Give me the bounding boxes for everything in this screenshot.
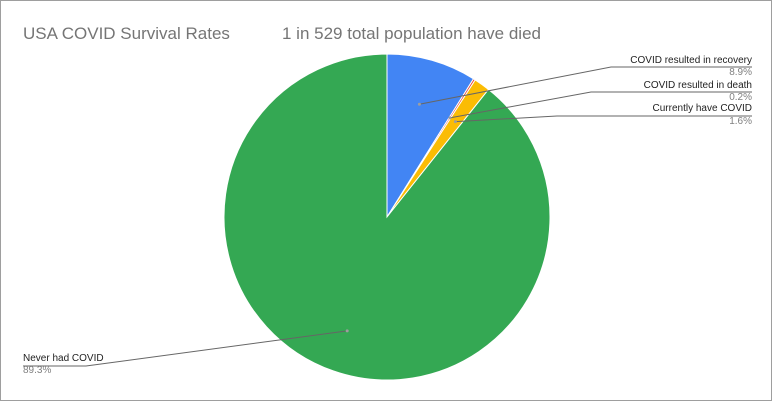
chart-subtitle: 1 in 529 total population have died <box>282 24 541 43</box>
leader-line-covid-resulted-in-death <box>449 91 752 119</box>
pie-slice-covid-resulted-in-recovery[interactable] <box>386 53 475 219</box>
slice-label-covid-resulted-in-recovery: COVID resulted in recovery <box>630 55 752 66</box>
leader-dot-covid-resulted-in-recovery <box>417 102 421 106</box>
slice-label-covid-resulted-in-death: COVID resulted in death <box>644 80 752 91</box>
slice-value-covid-resulted-in-recovery: 8.9% <box>729 67 752 78</box>
slice-label-currently-have-covid: Currently have COVID <box>653 103 752 114</box>
pie-slice-never-had-covid[interactable] <box>223 53 551 381</box>
slice-value-currently-have-covid: 1.6% <box>729 116 752 127</box>
leader-dot-never-had-covid <box>345 329 349 333</box>
chart-title: USA COVID Survival Rates <box>23 24 230 43</box>
leader-dot-covid-resulted-in-death <box>448 116 452 120</box>
leader-line-never-had-covid <box>23 330 348 367</box>
slice-value-covid-resulted-in-death: 0.2% <box>729 92 752 103</box>
leader-line-covid-resulted-in-recovery <box>419 66 752 105</box>
leader-dot-currently-have-covid <box>453 120 457 124</box>
slice-value-never-had-covid: 89.3% <box>23 365 51 376</box>
leader-line-currently-have-covid <box>455 115 752 123</box>
slice-label-never-had-covid: Never had COVID <box>23 353 104 364</box>
pie-slices <box>223 53 551 381</box>
